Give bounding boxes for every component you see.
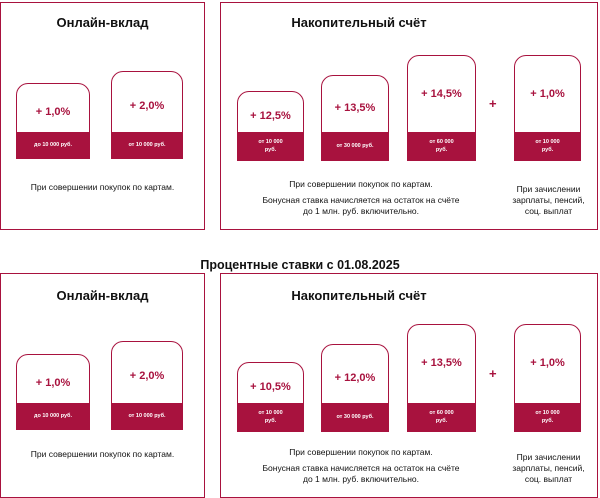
note-line: соц. выплат <box>524 206 573 216</box>
note-line: зарплаты, пенсий, <box>512 195 585 205</box>
band-line: от 60 000 <box>429 410 454 416</box>
rate-band: от 60 000 руб. <box>408 403 475 431</box>
savings-panel-bottom: Накопительный счёт + 10,5% от 10 000 руб… <box>220 273 598 498</box>
deposit-panel-bottom: Онлайн-вклад + 1,0% до 10 000 руб. + 2,0… <box>0 273 205 498</box>
rate-value: + 12,5% <box>250 110 291 122</box>
band-line: руб. <box>435 147 448 153</box>
note-line: При совершении покупок по картам. <box>289 447 433 457</box>
note-line: При зачислении <box>516 452 581 462</box>
savings-title: Накопительный счёт <box>291 288 427 303</box>
rate-card: + 12,0% от 30 000 руб. <box>321 344 389 432</box>
rate-value: + 14,5% <box>421 88 462 100</box>
rate-value: + 1,0% <box>530 357 565 369</box>
band-line: от 10 000 <box>258 139 283 145</box>
note-line: до 1 млн. руб. включительно. <box>303 474 419 484</box>
savings-note: При совершении покупок по картам. Бонусн… <box>241 179 481 217</box>
band-line: от 30 000 руб. <box>336 143 374 149</box>
savings-note: При совершении покупок по картам. Бонусн… <box>241 447 481 485</box>
rate-band: от 10 000 руб. <box>515 403 580 431</box>
rate-value: + 13,5% <box>421 357 462 369</box>
rate-card: + 1,0% от 10 000 руб. <box>514 324 581 432</box>
rate-band: до 10 000 руб. <box>17 132 89 158</box>
rate-value: + 1,0% <box>35 106 71 118</box>
rate-card: + 10,5% от 10 000 руб. <box>237 362 304 432</box>
note-line: соц. выплат <box>524 474 573 484</box>
rate-card: + 14,5% от 60 000 руб. <box>407 55 476 161</box>
rate-band: от 10 000 руб. <box>112 403 182 429</box>
rate-value: + 13,5% <box>334 102 376 114</box>
rate-value: + 2,0% <box>129 100 165 112</box>
rate-band: от 30 000 руб. <box>322 403 388 431</box>
rate-card: + 1,0% до 10 000 руб. <box>16 83 90 159</box>
deposit-note: При совершении покупок по картам. <box>30 182 175 192</box>
rate-band: от 10 000 руб. <box>515 132 580 160</box>
band-line: от 10 000 <box>258 410 283 416</box>
rate-band: от 10 000 руб. <box>238 403 303 431</box>
rate-value: + 1,0% <box>530 88 565 100</box>
deposit-title: Онлайн-вклад <box>56 15 149 30</box>
band-line: руб. <box>264 418 277 424</box>
band-line: от 60 000 <box>429 139 454 145</box>
rate-band: от 10 000 руб. <box>238 132 303 160</box>
rate-band: от 30 000 руб. <box>322 132 388 160</box>
rate-card: + 13,5% от 30 000 руб. <box>321 75 389 161</box>
rate-value: + 2,0% <box>129 370 165 382</box>
rate-band: от 10 000 руб. <box>112 132 182 158</box>
note-line: Бонусная ставка начисляется на остаток н… <box>262 195 460 205</box>
extra-note: При зачислении зарплаты, пенсий, соц. вы… <box>506 452 591 485</box>
band-line: от 30 000 руб. <box>336 414 374 420</box>
note-line: Бонусная ставка начисляется на остаток н… <box>262 463 460 473</box>
deposit-panel-top: Онлайн-вклад + 1,0% до 10 000 руб. + 2,0… <box>0 2 205 230</box>
band-line: руб. <box>541 418 554 424</box>
band-line: руб. <box>541 147 554 153</box>
band-line: от 10 000 <box>535 139 560 145</box>
note-line: При зачислении <box>516 184 581 194</box>
rate-band: от 60 000 руб. <box>408 132 475 160</box>
band-line: руб. <box>264 147 277 153</box>
extra-note: При зачислении зарплаты, пенсий, соц. вы… <box>506 184 591 217</box>
rate-value: + 10,5% <box>250 381 291 393</box>
rate-card: + 12,5% от 10 000 руб. <box>237 91 304 161</box>
band-line: от 10 000 <box>535 410 560 416</box>
note-line: зарплаты, пенсий, <box>512 463 585 473</box>
savings-panel-top: Накопительный счёт + 12,5% от 10 000 руб… <box>220 2 598 230</box>
rate-card: + 2,0% от 10 000 руб. <box>111 341 183 430</box>
rate-value: + 12,0% <box>334 372 376 384</box>
deposit-title: Онлайн-вклад <box>56 288 149 303</box>
note-line: до 1 млн. руб. включительно. <box>303 206 419 216</box>
rate-card: + 13,5% от 60 000 руб. <box>407 324 476 432</box>
band-line: руб. <box>435 418 448 424</box>
rate-card: + 1,0% до 10 000 руб. <box>16 354 90 430</box>
rate-value: + 1,0% <box>35 377 71 389</box>
note-line: При совершении покупок по картам. <box>289 179 433 189</box>
rate-card: + 2,0% от 10 000 руб. <box>111 71 183 159</box>
savings-title: Накопительный счёт <box>291 15 427 30</box>
rate-band: до 10 000 руб. <box>17 403 89 429</box>
deposit-note: При совершении покупок по картам. <box>30 449 175 459</box>
rate-card: + 1,0% от 10 000 руб. <box>514 55 581 161</box>
plus-sign: + <box>489 366 497 381</box>
section-heading: Процентные ставки с 01.08.2025 <box>200 258 400 272</box>
plus-sign: + <box>489 96 497 111</box>
